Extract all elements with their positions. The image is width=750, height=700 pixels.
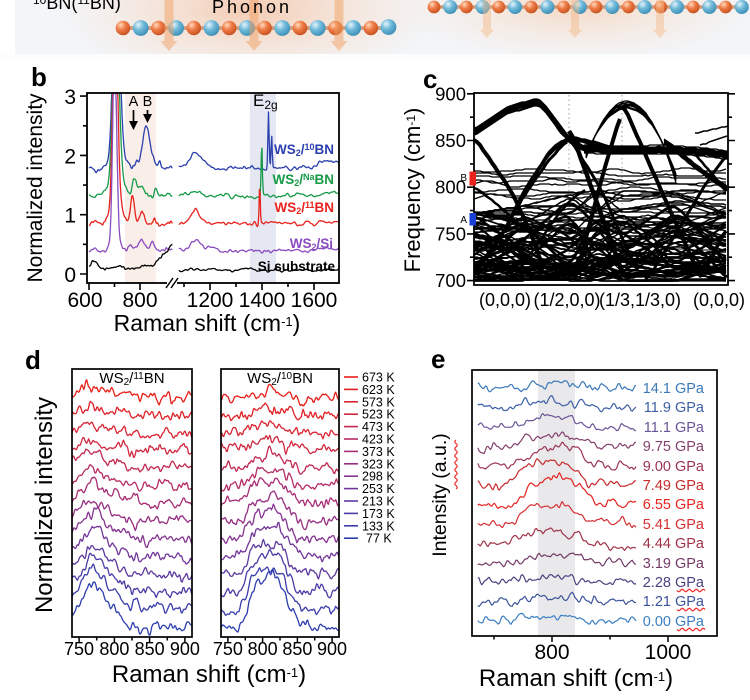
svg-text:14.1 GPa: 14.1 GPa (643, 381, 705, 397)
svg-text:WS2/11BN: WS2/11BN (274, 200, 334, 216)
svg-text:1000: 1000 (645, 641, 692, 664)
svg-text:3.19 GPa: 3.19 GPa (643, 556, 705, 572)
svg-text:900: 900 (435, 83, 466, 104)
svg-text:423 K: 423 K (362, 433, 395, 447)
svg-text:5.41 GPa: 5.41 GPa (643, 517, 705, 533)
svg-text:(0,0,0): (0,0,0) (693, 290, 745, 310)
svg-text:213 K: 213 K (362, 495, 395, 509)
svg-text:800: 800 (99, 639, 129, 659)
svg-text:(0,0,0): (0,0,0) (479, 290, 531, 310)
svg-text:700: 700 (435, 270, 466, 291)
svg-text:(1/3,1/3,0): (1/3,1/3,0) (599, 290, 681, 310)
svg-text:11.9 GPa: 11.9 GPa (644, 400, 705, 416)
svg-text:750: 750 (64, 639, 94, 659)
svg-text:800: 800 (534, 641, 569, 664)
svg-text:800: 800 (122, 289, 157, 312)
svg-text:673 K: 673 K (362, 371, 395, 385)
svg-text:A: A (460, 215, 467, 226)
svg-text:d: d (25, 345, 41, 375)
svg-text:WS2/10BN: WS2/10BN (274, 142, 334, 158)
svg-text:Si substrate: Si substrate (258, 259, 336, 274)
svg-text:WS2/11BN: WS2/11BN (99, 370, 164, 388)
svg-text:800: 800 (248, 639, 278, 659)
svg-text:133 K: 133 K (362, 519, 395, 533)
svg-text:253 K: 253 K (362, 482, 395, 496)
svg-text:A: A (129, 94, 139, 110)
svg-text:7.49 GPa: 7.49 GPa (643, 478, 705, 494)
svg-text:900: 900 (170, 639, 200, 659)
svg-text:Intensity (a.u.): Intensity (a.u.) (429, 433, 451, 557)
svg-text:523 K: 523 K (362, 408, 395, 422)
svg-text:4.44 GPa: 4.44 GPa (643, 536, 705, 552)
svg-text:Raman shift (cm-1): Raman shift (cm-1) (112, 661, 306, 688)
svg-text:573 K: 573 K (362, 395, 395, 409)
svg-text:WS2/10BN: WS2/10BN (247, 370, 313, 388)
svg-text:(1/2,0,0): (1/2,0,0) (533, 290, 600, 310)
svg-text:Normalized intensity: Normalized intensity (31, 397, 58, 613)
svg-text:Phonon: Phonon (212, 0, 292, 17)
svg-text:10BN(11BN): 10BN(11BN) (33, 0, 121, 13)
svg-text:B: B (460, 173, 467, 184)
svg-text:373 K: 373 K (362, 445, 395, 459)
svg-text:WS2/NaBN: WS2/NaBN (272, 172, 334, 188)
svg-text:0: 0 (64, 264, 76, 287)
svg-text:800: 800 (435, 177, 466, 198)
svg-text:9.00 GPa: 9.00 GPa (643, 459, 705, 475)
svg-text:2.28 GPa: 2.28 GPa (643, 575, 705, 591)
svg-text:1400: 1400 (239, 289, 286, 312)
svg-text:c: c (423, 64, 437, 94)
svg-text:1600: 1600 (291, 289, 338, 312)
svg-text:Raman shift (cm-1): Raman shift (cm-1) (114, 310, 301, 336)
svg-text:473 K: 473 K (362, 420, 395, 434)
svg-text:77 K: 77 K (366, 532, 392, 546)
svg-text:B: B (143, 94, 153, 110)
svg-text:750: 750 (435, 223, 466, 244)
svg-text:b: b (31, 62, 47, 92)
svg-text:850: 850 (282, 639, 312, 659)
svg-text:9.75 GPa: 9.75 GPa (643, 439, 705, 455)
svg-text:1: 1 (64, 205, 76, 228)
svg-text:623 K: 623 K (362, 383, 395, 397)
svg-text:298 K: 298 K (362, 470, 395, 484)
svg-text:Normalized intensity: Normalized intensity (24, 93, 47, 283)
svg-text:850: 850 (435, 130, 466, 151)
svg-text:1.21 GPa: 1.21 GPa (643, 594, 705, 610)
svg-text:3: 3 (64, 86, 76, 109)
svg-text:1200: 1200 (187, 289, 234, 312)
svg-text:323 K: 323 K (362, 457, 395, 471)
svg-text:11.1 GPa: 11.1 GPa (644, 420, 705, 436)
svg-text:WS2/Si: WS2/Si (290, 236, 333, 252)
svg-text:900: 900 (317, 639, 347, 659)
svg-text:600: 600 (67, 289, 102, 312)
svg-text:173 K: 173 K (362, 507, 395, 521)
svg-text:6.55 GPa: 6.55 GPa (643, 497, 705, 513)
svg-text:850: 850 (135, 639, 165, 659)
svg-text:750: 750 (213, 639, 243, 659)
svg-text:Raman shift (cm-1): Raman shift (cm-1) (479, 665, 673, 692)
svg-text:0.00 GPa: 0.00 GPa (643, 614, 705, 630)
svg-text:Frequency (cm-1): Frequency (cm-1) (400, 108, 425, 273)
svg-text:e: e (431, 344, 445, 374)
svg-text:2: 2 (64, 145, 76, 168)
